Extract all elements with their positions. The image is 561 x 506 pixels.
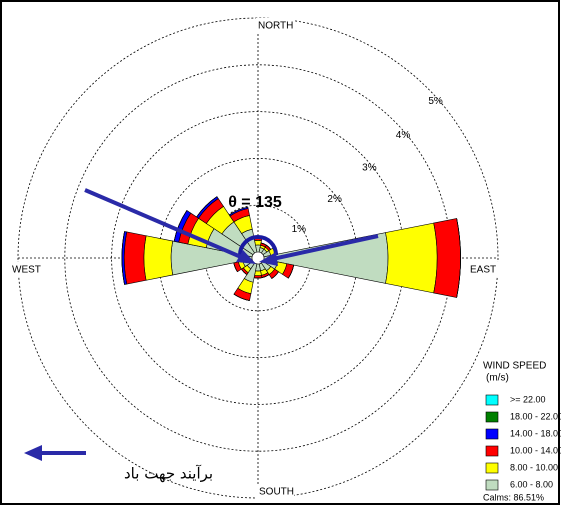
north-label: NORTH	[258, 21, 293, 32]
ring-label: 4%	[396, 130, 411, 141]
arrow-head	[24, 445, 42, 461]
ring-label: 3%	[362, 163, 377, 174]
legend-unit: (m/s)	[486, 373, 509, 384]
label-bg	[256, 485, 294, 499]
east-arrow	[267, 234, 379, 262]
arrow-head	[236, 250, 256, 264]
west-label: WEST	[12, 265, 41, 276]
petal-segment	[385, 222, 438, 294]
petals	[121, 196, 461, 301]
legend-swatch	[485, 411, 499, 423]
calms-label: Calms: 86.51%	[483, 492, 544, 502]
theta-arc	[238, 235, 278, 256]
resultant-arrow	[84, 188, 249, 262]
south-label: SOUTH	[259, 487, 294, 498]
legend-swatch	[485, 479, 499, 491]
legend-swatch	[485, 428, 499, 440]
petal-segment	[143, 235, 174, 281]
ring-label: 5%	[428, 96, 443, 107]
legend-label: 14.00 - 18.00	[510, 428, 561, 438]
legend-label: 8.00 - 10.00	[510, 462, 558, 472]
ring-label: 2%	[327, 194, 342, 205]
ring-label: 1%	[292, 224, 307, 235]
legend-label: 18.00 - 22.00	[510, 411, 561, 421]
legend: 6.00 - 8.00 8.00 - 10.00 10.00 - 14.00 14.0…	[485, 394, 561, 491]
label-bg	[468, 262, 500, 276]
legend-swatch	[485, 394, 499, 406]
arrow-caption: برآیند جهت باد	[124, 465, 213, 483]
petal-segment	[123, 231, 147, 285]
east-label: EAST	[470, 265, 496, 276]
legend-label: 6.00 - 8.00	[510, 479, 553, 489]
label-bg	[10, 262, 42, 276]
theta-annotation: θ = 135	[228, 194, 282, 211]
arrow-head	[259, 252, 278, 266]
legend-swatch	[485, 445, 499, 457]
petal-segment	[271, 271, 279, 279]
legend-label: >= 22.00	[510, 394, 546, 404]
label-bg	[256, 18, 294, 32]
petal-segment	[456, 218, 461, 298]
legend-label: 10.00 - 14.00	[510, 445, 561, 455]
legend-title: WIND SPEED	[483, 361, 546, 372]
petal-segment	[433, 218, 461, 298]
legend-swatch	[485, 462, 499, 474]
